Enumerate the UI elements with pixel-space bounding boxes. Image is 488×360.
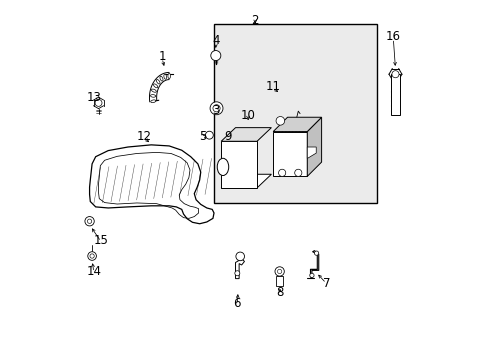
Text: 11: 11	[265, 80, 280, 93]
Ellipse shape	[156, 80, 160, 84]
Circle shape	[210, 102, 223, 115]
Text: 5: 5	[199, 130, 206, 144]
Text: 10: 10	[240, 109, 255, 122]
Ellipse shape	[150, 100, 156, 103]
Text: 2: 2	[251, 14, 259, 27]
Circle shape	[234, 271, 239, 276]
Circle shape	[87, 219, 92, 224]
Circle shape	[210, 50, 221, 60]
Circle shape	[278, 169, 285, 176]
Text: 8: 8	[276, 287, 284, 300]
Circle shape	[95, 99, 102, 106]
Text: 4: 4	[212, 33, 219, 47]
Text: 14: 14	[86, 265, 101, 278]
Polygon shape	[221, 174, 271, 188]
Ellipse shape	[160, 76, 163, 81]
Text: 12: 12	[136, 130, 151, 144]
Polygon shape	[273, 117, 321, 132]
Text: 9: 9	[224, 130, 232, 144]
Circle shape	[277, 269, 281, 274]
Bar	[276, 276, 283, 286]
Circle shape	[309, 273, 313, 278]
Ellipse shape	[153, 84, 158, 88]
Circle shape	[205, 131, 213, 139]
Text: 15: 15	[93, 234, 108, 247]
Polygon shape	[221, 141, 257, 188]
Circle shape	[88, 252, 96, 260]
Polygon shape	[306, 147, 316, 158]
Ellipse shape	[151, 89, 156, 92]
Ellipse shape	[150, 95, 155, 97]
Text: 3: 3	[212, 104, 219, 117]
Ellipse shape	[163, 74, 166, 79]
Polygon shape	[235, 259, 244, 279]
Circle shape	[391, 71, 398, 78]
Text: 6: 6	[233, 297, 241, 310]
Text: 1: 1	[158, 50, 165, 63]
Ellipse shape	[167, 73, 170, 78]
Circle shape	[274, 267, 284, 276]
Text: 13: 13	[87, 91, 102, 104]
Circle shape	[294, 169, 301, 176]
Circle shape	[85, 217, 94, 226]
Bar	[390, 74, 399, 116]
Polygon shape	[273, 132, 306, 176]
Polygon shape	[221, 128, 271, 141]
Ellipse shape	[217, 158, 228, 176]
Circle shape	[235, 252, 244, 261]
Polygon shape	[306, 117, 321, 176]
Circle shape	[314, 251, 318, 255]
Circle shape	[212, 105, 220, 112]
Text: 7: 7	[323, 278, 330, 291]
Text: 16: 16	[385, 30, 400, 43]
Circle shape	[276, 117, 284, 125]
Bar	[214, 24, 376, 203]
Polygon shape	[89, 145, 214, 224]
Circle shape	[90, 254, 94, 258]
